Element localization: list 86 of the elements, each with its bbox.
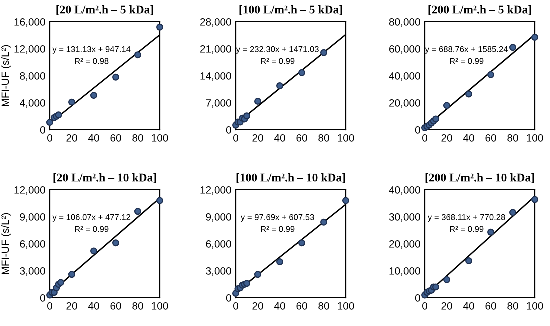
- x-tick-label: 40: [463, 302, 474, 310]
- annotation: R² = 0.99: [261, 226, 295, 232]
- chart-title: [20 L/m².h – 10 kDa]: [54, 173, 156, 184]
- x-tick-label: 100: [338, 134, 354, 142]
- x-tick-label: 20: [66, 134, 78, 142]
- x-tick-label: 80: [132, 302, 144, 310]
- chart-title: [100 L/m².h – 10 kDa]: [236, 173, 346, 184]
- x-tick-label: 60: [110, 134, 122, 142]
- y-tick-label: 0: [40, 126, 46, 134]
- x-tick-label: 80: [318, 134, 330, 142]
- y-tick-label: 3,000: [20, 268, 46, 276]
- y-tick-label: 10,000: [390, 268, 420, 276]
- x-tick-label: 100: [152, 302, 168, 310]
- x-tick-label: 100: [527, 134, 544, 142]
- x-tick-label: 100: [152, 134, 168, 142]
- chart-title: [20 L/m².h – 5 kDa]: [56, 5, 154, 16]
- x-tick-label: 80: [508, 302, 518, 310]
- x-tick-label: 20: [66, 302, 78, 310]
- y-axis-title: MFI-UF (s/L²): [1, 45, 12, 106]
- x-tick-label: 60: [486, 302, 496, 310]
- annotation: y = 368.11x + 770.28: [428, 214, 506, 222]
- y-tick-label: 7,000: [206, 100, 232, 108]
- annotation: R² = 0.99: [450, 226, 484, 232]
- annotation: y = 106.07x + 477.12: [52, 214, 131, 222]
- annotation: R² = 0.99: [261, 58, 295, 64]
- x-tick-label: 80: [508, 134, 518, 142]
- y-tick-label: 20,000: [390, 240, 420, 250]
- y-tick-label: 6,000: [206, 240, 232, 250]
- annotation: R² = 0.99: [75, 226, 109, 232]
- x-tick-label: 20: [252, 134, 264, 142]
- x-tick-label: 100: [338, 302, 354, 310]
- y-tick-label: 0: [226, 126, 232, 134]
- y-tick-label: 40,000: [389, 72, 420, 82]
- x-tick-label: 0: [234, 134, 238, 142]
- chart-title: [100 L/m².h – 5 kDa]: [240, 5, 342, 16]
- y-tick-label: 21,000: [200, 46, 232, 54]
- y-tick-label: 12,000: [14, 186, 46, 196]
- x-tick-label: 20: [252, 302, 264, 310]
- x-tick-label: 60: [486, 134, 496, 142]
- y-tick-label: 4,000: [20, 100, 46, 108]
- x-tick-label: 0: [422, 134, 428, 142]
- annotation: R² = 0.99: [450, 58, 484, 64]
- y-tick-label: 0: [415, 294, 420, 302]
- annotation: y = 232.30x + 1471.03: [236, 46, 319, 54]
- x-tick-label: 80: [318, 302, 330, 310]
- chart-title: [200 L/m².h – 10 kDa]: [426, 173, 534, 184]
- y-tick-label: 28,000: [200, 18, 232, 28]
- y-tick-label: 60,000: [390, 46, 420, 54]
- x-tick-label: 40: [274, 134, 286, 142]
- annotation: y = 131.13x + 947.14: [52, 46, 131, 54]
- x-tick-label: 60: [110, 302, 122, 310]
- y-tick-label: 80,000: [389, 18, 420, 28]
- x-tick-label: 100: [527, 302, 544, 310]
- x-tick-label: 40: [274, 302, 286, 310]
- x-tick-label: 0: [234, 302, 238, 310]
- x-tick-label: 80: [132, 134, 144, 142]
- x-tick-label: 40: [88, 134, 100, 142]
- y-tick-label: 40,000: [389, 186, 420, 196]
- y-tick-label: 14,000: [200, 72, 232, 82]
- y-tick-label: 20,000: [390, 100, 420, 108]
- x-tick-label: 0: [48, 134, 52, 142]
- annotation: y = 97.69x + 607.53: [240, 214, 314, 222]
- x-tick-label: 0: [48, 302, 52, 310]
- x-tick-label: 0: [422, 302, 428, 310]
- x-tick-label: 40: [88, 302, 100, 310]
- y-tick-label: 16,000: [14, 18, 46, 28]
- annotation: R² = 0.98: [75, 58, 109, 64]
- y-tick-label: 12,000: [200, 186, 232, 196]
- chart-title: [200 L/m².h – 5 kDa]: [428, 5, 532, 16]
- x-tick-label: 40: [463, 134, 474, 142]
- y-tick-label: 9,000: [20, 214, 46, 222]
- x-tick-label: 20: [442, 302, 452, 310]
- y-tick-label: 0: [226, 294, 232, 302]
- x-tick-label: 20: [442, 134, 452, 142]
- y-tick-label: 12,000: [14, 46, 46, 54]
- y-tick-label: 0: [415, 126, 420, 134]
- y-tick-label: 6,000: [20, 240, 46, 250]
- y-tick-label: 8,000: [20, 72, 46, 82]
- x-tick-label: 60: [296, 302, 308, 310]
- y-axis-title: MFI-UF (s/L²): [1, 213, 12, 274]
- y-tick-label: 0: [40, 294, 46, 302]
- x-tick-label: 60: [296, 134, 308, 142]
- annotation: y = 688.76x + 1585.24: [425, 46, 508, 54]
- y-tick-label: 9,000: [206, 214, 232, 222]
- y-tick-label: 30,000: [389, 214, 420, 222]
- y-tick-label: 3,000: [206, 268, 232, 276]
